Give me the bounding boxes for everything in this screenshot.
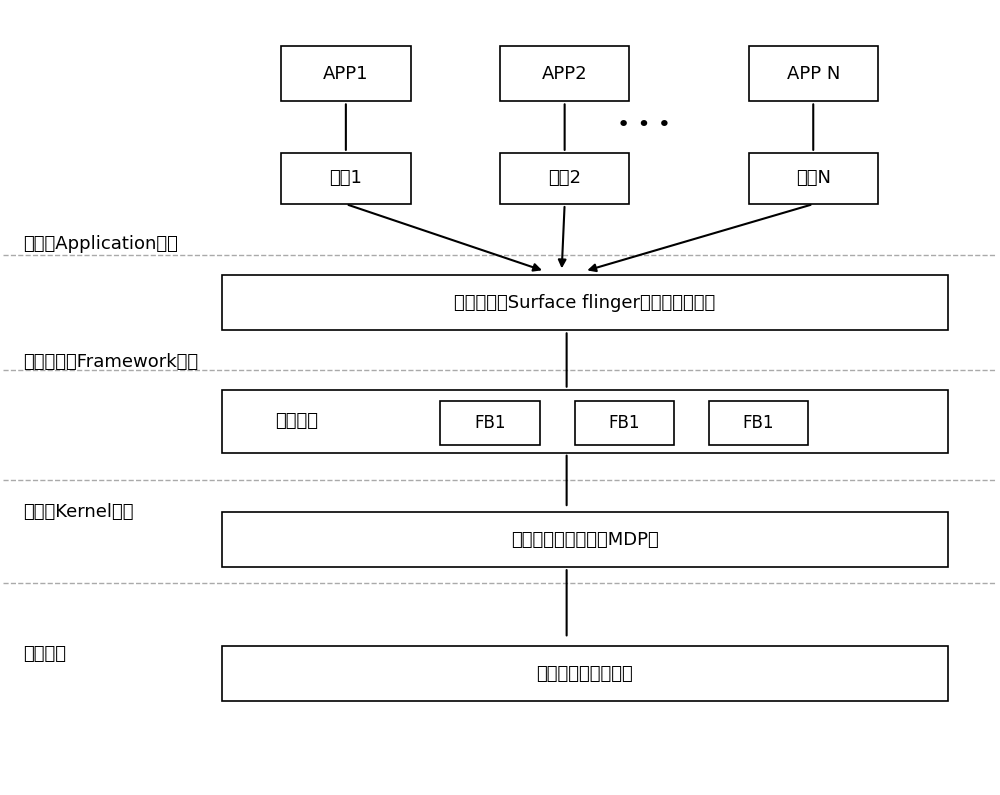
Text: 合成模块（Surface flinger）执行合成操作: 合成模块（Surface flinger）执行合成操作 — [454, 294, 715, 312]
Text: 帧缓冲器: 帧缓冲器 — [275, 412, 318, 430]
Text: 显示控制器和显示屏: 显示控制器和显示屏 — [536, 665, 633, 683]
FancyBboxPatch shape — [222, 275, 948, 331]
Text: FB1: FB1 — [743, 414, 774, 432]
FancyBboxPatch shape — [281, 153, 411, 204]
Text: 内核（Kernel）层: 内核（Kernel）层 — [23, 503, 133, 521]
Text: APP1: APP1 — [323, 65, 369, 83]
FancyBboxPatch shape — [440, 401, 540, 445]
Text: FB1: FB1 — [609, 414, 640, 432]
FancyBboxPatch shape — [222, 512, 948, 567]
Text: 应用框架（Framework）层: 应用框架（Framework）层 — [23, 353, 198, 371]
Text: 移动终端显示处理（MDP）: 移动终端显示处理（MDP） — [511, 530, 658, 549]
Text: APP N: APP N — [787, 65, 840, 83]
Text: • • •: • • • — [617, 115, 671, 135]
FancyBboxPatch shape — [749, 153, 878, 204]
FancyBboxPatch shape — [749, 46, 878, 102]
Text: 显示硬件: 显示硬件 — [23, 645, 66, 663]
FancyBboxPatch shape — [222, 646, 948, 701]
FancyBboxPatch shape — [281, 46, 411, 102]
FancyBboxPatch shape — [500, 46, 629, 102]
FancyBboxPatch shape — [222, 390, 948, 453]
FancyBboxPatch shape — [575, 401, 674, 445]
Text: FB1: FB1 — [474, 414, 506, 432]
Text: 绘制2: 绘制2 — [548, 169, 581, 188]
Text: APP2: APP2 — [542, 65, 587, 83]
Text: 应用（Application）层: 应用（Application）层 — [23, 235, 178, 253]
FancyBboxPatch shape — [500, 153, 629, 204]
FancyBboxPatch shape — [709, 401, 808, 445]
Text: 绘制1: 绘制1 — [329, 169, 362, 188]
Text: 绘制N: 绘制N — [796, 169, 831, 188]
